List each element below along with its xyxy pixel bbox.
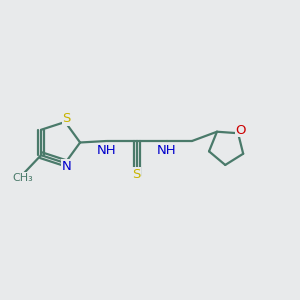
Text: S: S	[62, 112, 71, 125]
Text: CH₃: CH₃	[13, 173, 33, 183]
Text: NH: NH	[97, 143, 116, 157]
Text: NH: NH	[157, 143, 176, 157]
Text: O: O	[235, 124, 246, 137]
Text: S: S	[132, 167, 141, 181]
Text: N: N	[62, 160, 71, 173]
